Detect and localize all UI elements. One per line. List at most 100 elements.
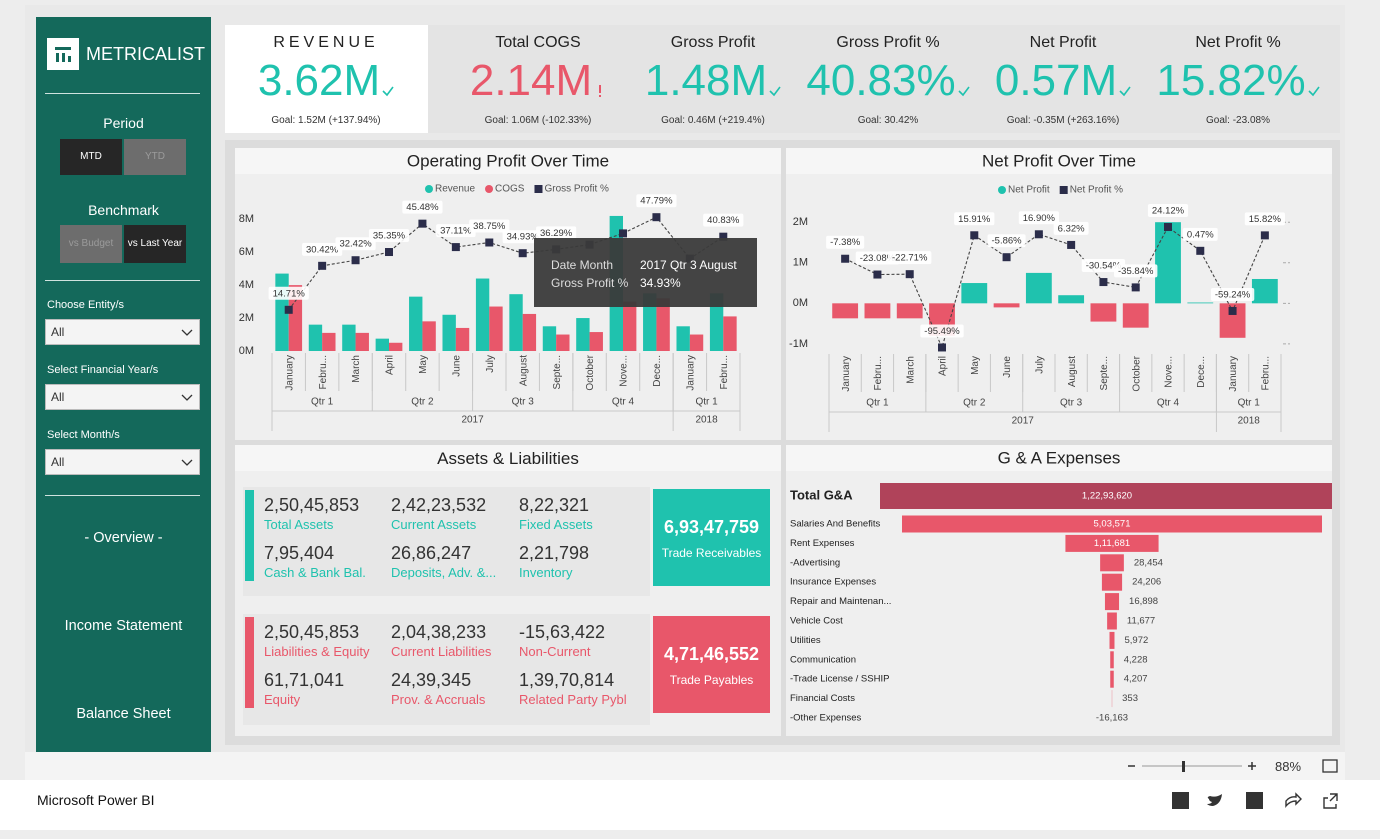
toggle-button[interactable]: YTD — [124, 139, 186, 175]
toggle-button[interactable]: MTD — [60, 139, 122, 175]
point — [1228, 306, 1237, 315]
nav-link[interactable]: Balance Sheet — [76, 706, 171, 722]
data-label-background — [302, 242, 343, 256]
zoom-bar — [25, 752, 1345, 780]
year-label: 2018 — [695, 415, 718, 426]
point — [1067, 240, 1076, 249]
metric-value: 26,86,247 — [391, 543, 472, 563]
section-label: Benchmark — [88, 202, 159, 218]
metric-label: Current Assets — [391, 517, 477, 532]
chevron — [181, 459, 193, 466]
data-label-background — [987, 234, 1026, 248]
quarter-label: Qtr 1 — [866, 398, 889, 409]
nav-link[interactable]: - Overview - — [84, 530, 163, 546]
metric-value: 2,21,798 — [519, 543, 590, 563]
data-label: 32.42% — [335, 237, 376, 251]
bar — [1187, 302, 1214, 304]
kpi-indicator — [382, 86, 394, 97]
x-tick-label: June — [451, 355, 462, 377]
kpi-title: Net Profit — [1029, 34, 1097, 51]
data-label: -5.86% — [987, 234, 1026, 248]
chart: Operating Profit Over Time 0M 2M 4M 6M 8M Reve… — [235, 148, 781, 440]
point — [485, 238, 494, 247]
data-label-text: 16.90% — [1023, 213, 1056, 224]
bar — [643, 293, 657, 351]
title-strip — [786, 148, 1332, 174]
point — [351, 256, 360, 265]
data-label-text: 36.29% — [540, 228, 573, 239]
dropdown[interactable] — [45, 384, 200, 410]
data-label: 47.79% — [636, 194, 677, 208]
data-label: 30.42% — [302, 242, 343, 256]
data-label-text: 15.91% — [958, 214, 991, 225]
bar — [993, 303, 1020, 308]
chevron-path — [181, 394, 193, 401]
y-tick-label: 1M — [793, 257, 808, 269]
brand: METRICALIST — [86, 44, 206, 64]
x-tick-label: January — [685, 355, 696, 391]
nav-link[interactable]: Income Statement — [64, 618, 183, 634]
line — [288, 216, 724, 311]
data-label: -59.24% — [1210, 287, 1255, 301]
data-label-background — [536, 226, 577, 240]
x-tick-label: March — [351, 355, 362, 383]
chevron-path — [181, 329, 193, 336]
point — [970, 231, 979, 240]
x-tick-label: March — [905, 356, 916, 384]
check-icon — [382, 86, 394, 97]
year-label: 2017 — [1012, 416, 1035, 427]
bar — [389, 342, 403, 351]
point — [719, 232, 728, 241]
data-label-text: 0.47% — [1187, 229, 1214, 240]
quarter-label: Qtr 2 — [411, 397, 434, 408]
zoom-controls[interactable] — [1125, 757, 1340, 777]
category-label: -Trade License / SSHIP — [790, 674, 889, 685]
filter-label: Choose Entity/s — [47, 299, 125, 311]
kpi-card-selected — [225, 25, 428, 133]
x-tick-label: Dece... — [1196, 356, 1207, 388]
metric-label: Related Party Pybl — [519, 692, 627, 707]
data-label-background — [469, 219, 510, 233]
category-label: Rent Expenses — [790, 538, 855, 549]
quarter-label: Qtr 2 — [963, 398, 986, 409]
data-label-background — [920, 324, 964, 338]
x-tick-label: May — [418, 355, 429, 374]
tooltip-key: Gross Profit % — [551, 276, 629, 290]
bar — [961, 283, 988, 304]
bar — [589, 332, 603, 351]
dropdown[interactable] — [45, 449, 200, 475]
point — [841, 254, 850, 263]
category-label: Vehicle Cost — [790, 616, 843, 627]
bar — [475, 278, 490, 351]
bar — [676, 326, 690, 351]
data-label-text: 34.93% — [507, 232, 540, 243]
kpi-title: REVENUE — [273, 34, 379, 51]
data-label: 15.82% — [1244, 212, 1285, 226]
point — [1002, 253, 1011, 262]
data-label-text: 14.71% — [273, 288, 306, 299]
data-label-text: 35.35% — [373, 231, 406, 242]
check-icon — [1308, 86, 1320, 97]
bar — [342, 324, 356, 351]
group-background — [243, 487, 650, 596]
bar — [556, 334, 570, 351]
bar — [542, 326, 557, 351]
toggle-button[interactable]: vs Budget — [60, 225, 122, 263]
share-icons[interactable] — [1170, 790, 1350, 812]
line — [844, 226, 1266, 350]
legend-marker — [425, 185, 433, 193]
kpi-indicator — [958, 86, 970, 97]
funnel-bar — [1101, 573, 1123, 591]
bar — [288, 285, 303, 351]
bar — [723, 316, 737, 351]
kpi-goal: Goal: 0.46M (+219.4%) — [661, 115, 765, 126]
data-label-text: 6.32% — [1058, 223, 1085, 234]
toggle-button[interactable]: vs Last Year — [124, 225, 186, 263]
data-label: 5,03,571 — [1094, 519, 1131, 530]
chart-title: G & A Expenses — [998, 448, 1121, 467]
dropdown[interactable] — [45, 319, 200, 345]
legend-label: Gross Profit % — [544, 184, 609, 195]
category-label: Utilities — [790, 635, 821, 646]
data-label: 24,206 — [1132, 577, 1161, 588]
x-tick-label: Nove... — [619, 355, 630, 387]
